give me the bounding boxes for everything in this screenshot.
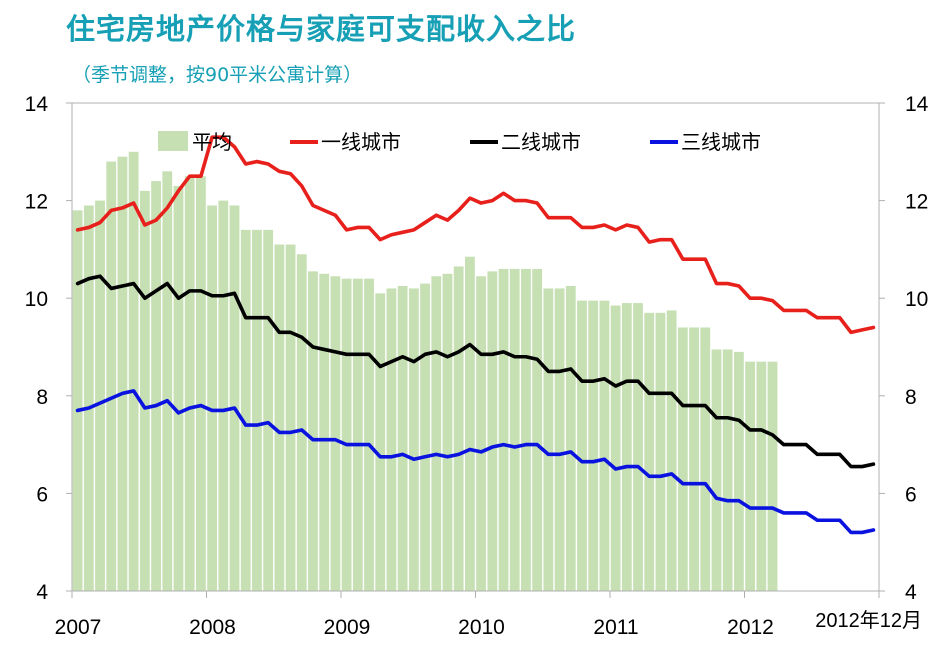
bar-average — [577, 300, 587, 591]
bar-average — [106, 161, 117, 591]
x-tick-label: 2012 — [727, 616, 774, 639]
bar-average — [330, 276, 341, 591]
legend-label-tier3: 三线城市 — [681, 131, 761, 154]
bar-average — [95, 200, 105, 591]
bar-average — [375, 293, 386, 591]
bar-average — [621, 303, 632, 591]
bar-average — [341, 278, 352, 591]
x-tick-label: 2011 — [593, 616, 638, 639]
x-tick-label: 2007 — [55, 616, 102, 639]
bar-average — [128, 151, 139, 592]
bar-average — [117, 156, 128, 591]
bar-average — [386, 288, 397, 591]
bar-average — [711, 349, 722, 591]
bar-average — [218, 200, 229, 591]
line-series — [75, 135, 876, 535]
x-end-label: 2012年12月 — [815, 609, 922, 632]
chart-title: 住宅房地产价格与家庭可支配收入之比 — [66, 12, 577, 46]
bar-average — [689, 327, 699, 591]
bar-average — [364, 278, 374, 591]
bar-average — [565, 286, 576, 591]
legend-label-tier2: 二线城市 — [501, 131, 581, 154]
bar-average — [72, 210, 83, 592]
bar-average — [498, 268, 509, 591]
bar-average — [610, 305, 621, 591]
legend-swatch-average — [158, 131, 188, 151]
bar-average — [666, 310, 677, 591]
bar-average — [431, 276, 442, 591]
bar-average — [532, 268, 543, 591]
bar-average — [352, 278, 363, 591]
bar-series-average — [72, 151, 778, 592]
bar-average — [420, 283, 430, 591]
bar-average — [453, 266, 464, 591]
y-tick-label-right: 10 — [905, 288, 928, 311]
bar-average — [139, 190, 150, 591]
bar-average — [588, 300, 599, 591]
bar-average — [722, 349, 733, 591]
legend-label-tier1: 一线城市 — [321, 131, 401, 154]
bar-average — [240, 229, 251, 591]
legend: 平均 一线城市 二线城市 三线城市 — [158, 131, 761, 154]
bar-average — [633, 303, 643, 591]
bar-average — [521, 268, 531, 591]
bar-average — [599, 300, 610, 591]
y-tick-label-right: 8 — [905, 386, 917, 409]
bar-average — [487, 271, 498, 591]
line-tier1 — [75, 135, 876, 335]
bar-average — [252, 229, 262, 591]
legend-label-average: 平均 — [192, 131, 232, 154]
bar-average — [756, 361, 767, 591]
y-tick-label-right: 6 — [905, 483, 917, 506]
bar-average — [554, 288, 565, 591]
line-tier3 — [75, 389, 876, 535]
bar-average — [745, 361, 756, 591]
bar-average — [173, 185, 184, 591]
x-tick-label: 2008 — [189, 616, 236, 639]
y-tick-label-left: 14 — [25, 93, 49, 116]
bar-average — [464, 256, 475, 591]
y-tick-label-right: 4 — [905, 581, 917, 604]
y-tick-label-left: 6 — [36, 483, 48, 506]
bar-average — [162, 171, 173, 591]
bar-average — [543, 288, 554, 591]
y-tick-label-left: 4 — [36, 581, 48, 604]
y-tick-label-left: 8 — [36, 386, 48, 409]
bar-average — [397, 286, 408, 591]
bar-average — [285, 244, 296, 591]
axes: 4 6 8 10 12 14 4 6 8 10 12 14 2007 2008 2009 2010 2011 20… — [25, 93, 929, 639]
y-tick-label-right: 12 — [905, 191, 928, 214]
y-tick-label-left: 12 — [25, 191, 48, 214]
bar-average — [644, 312, 655, 591]
bar-average — [767, 361, 778, 591]
bar-average — [263, 229, 274, 591]
bar-average — [442, 273, 453, 591]
bar-average — [151, 181, 161, 591]
bar-average — [408, 288, 419, 591]
bar-average — [677, 327, 688, 591]
bar-average — [83, 205, 94, 592]
chart-subtitle: （季节调整，按90平米公寓计算） — [72, 64, 363, 86]
bar-average — [509, 268, 520, 591]
bar-average — [700, 327, 711, 591]
bar-average — [195, 176, 206, 591]
bar-average — [296, 254, 307, 591]
bar-average — [274, 244, 285, 591]
bar-average — [207, 205, 218, 592]
y-tick-label-right: 14 — [905, 93, 929, 116]
bar-average — [308, 271, 318, 591]
bar-average — [655, 312, 666, 591]
bar-average — [319, 273, 330, 591]
bar-average — [184, 176, 195, 591]
bar-average — [733, 351, 744, 591]
x-tick-label: 2009 — [324, 616, 371, 639]
bar-average — [229, 205, 240, 592]
bar-average — [476, 276, 487, 591]
x-tick-label: 2010 — [458, 616, 505, 639]
y-tick-label-left: 10 — [25, 288, 48, 311]
line-tier2 — [75, 274, 876, 469]
